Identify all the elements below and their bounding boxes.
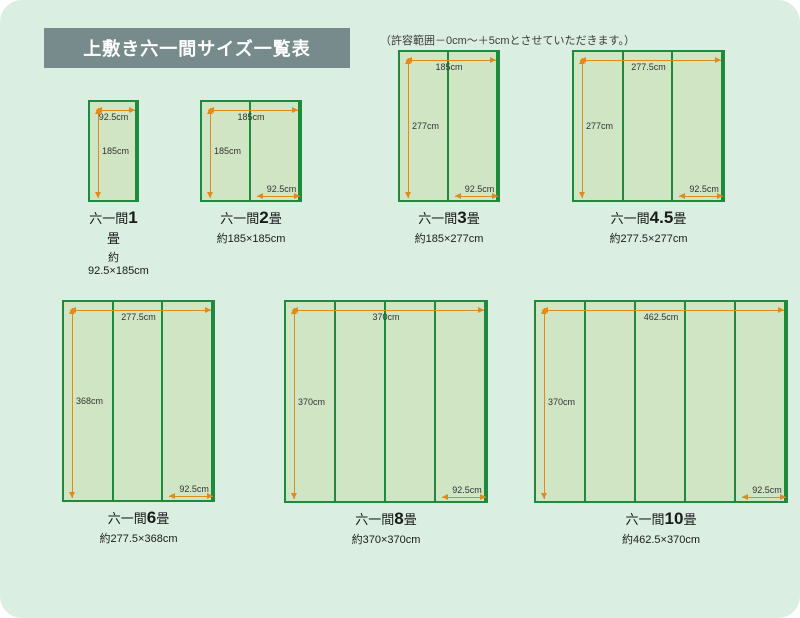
dim-label-height: 277cm	[412, 121, 439, 131]
dim-label-panel: 92.5cm	[179, 484, 209, 494]
mat-panel	[636, 302, 686, 501]
caption-dims: 約185×185cm	[200, 230, 302, 246]
mat-panel	[673, 52, 723, 200]
caption-name: 六一間3畳	[398, 208, 500, 228]
mat-panel	[686, 302, 736, 501]
mat-cell-10jo: 462.5cm 370cm 92.5cm 六一間10畳約462.5×370cm	[534, 300, 788, 547]
dim-label-width: 277.5cm	[631, 62, 666, 72]
mat-box: 277.5cm 368cm 92.5cm	[62, 300, 215, 502]
dim-label-height: 368cm	[76, 396, 103, 406]
mat-caption: 六一間1畳約92.5×185cm	[88, 208, 139, 277]
mat-cell-3jo: 185cm 277cm 92.5cm 六一間3畳約185×277cm	[398, 50, 500, 246]
dim-label-height: 185cm	[102, 146, 129, 156]
mat-caption: 六一間3畳約185×277cm	[398, 208, 500, 246]
dim-label-width: 462.5cm	[644, 312, 679, 322]
mat-panel	[114, 302, 164, 500]
mat-box: 370cm 370cm 92.5cm	[284, 300, 488, 503]
mat-panel	[624, 52, 674, 200]
caption-dims: 約277.5×368cm	[62, 530, 215, 546]
caption-name: 六一間10畳	[534, 509, 788, 529]
mat-panel	[736, 302, 786, 501]
dim-label-width: 185cm	[237, 112, 264, 122]
chart-title-text: 上敷き六一間サイズ一覧表	[83, 35, 310, 61]
mat-box: 462.5cm 370cm 92.5cm	[534, 300, 788, 503]
caption-dims: 約370×370cm	[284, 531, 488, 547]
mat-panel	[436, 302, 486, 501]
dim-label-width: 277.5cm	[121, 312, 156, 322]
dim-label-height: 370cm	[298, 397, 325, 407]
mat-caption: 六一間2畳約185×185cm	[200, 208, 302, 246]
caption-name: 六一間2畳	[200, 208, 302, 228]
mat-panel	[449, 52, 498, 200]
caption-dims: 約462.5×370cm	[534, 531, 788, 547]
mat-caption: 六一間6畳約277.5×368cm	[62, 508, 215, 546]
mat-box: 185cm 185cm 92.5cm	[200, 100, 302, 202]
mat-caption: 六一間10畳約462.5×370cm	[534, 509, 788, 547]
dim-label-width: 92.5cm	[99, 112, 129, 122]
dim-label-panel: 92.5cm	[465, 184, 495, 194]
caption-name: 六一間4.5畳	[572, 208, 725, 228]
dim-label-height: 185cm	[214, 146, 241, 156]
caption-dims: 約277.5×277cm	[572, 230, 725, 246]
caption-name: 六一間6畳	[62, 508, 215, 528]
mat-panel	[336, 302, 386, 501]
size-chart-canvas: 上敷き六一間サイズ一覧表 （許容範囲－0cm～＋5cmとさせていただきます。） …	[0, 0, 800, 618]
mat-cell-1jo: 92.5cm 185cm 六一間1畳約92.5×185cm	[88, 100, 139, 277]
caption-name: 六一間8畳	[284, 509, 488, 529]
dim-label-width: 370cm	[372, 312, 399, 322]
mat-cell-4_5jo: 277.5cm 277cm 92.5cm 六一間4.5畳約277.5×277cm	[572, 50, 725, 246]
mat-cell-2jo: 185cm 185cm 92.5cm 六一間2畳約185×185cm	[200, 100, 302, 246]
caption-name: 六一間1畳	[88, 208, 139, 247]
mat-panel	[586, 302, 636, 501]
dim-label-height: 277cm	[586, 121, 613, 131]
mat-box: 277.5cm 277cm 92.5cm	[572, 50, 725, 202]
mat-cell-8jo: 370cm 370cm 92.5cm 六一間8畳約370×370cm	[284, 300, 488, 547]
caption-dims: 約185×277cm	[398, 230, 500, 246]
mat-panel	[163, 302, 213, 500]
dim-label-panel: 92.5cm	[452, 485, 482, 495]
chart-title: 上敷き六一間サイズ一覧表	[44, 28, 350, 68]
mat-box: 92.5cm 185cm	[88, 100, 139, 202]
dim-label-panel: 92.5cm	[689, 184, 719, 194]
mat-panel	[386, 302, 436, 501]
dim-label-panel: 92.5cm	[752, 485, 782, 495]
mat-caption: 六一間4.5畳約277.5×277cm	[572, 208, 725, 246]
mat-box: 185cm 277cm 92.5cm	[398, 50, 500, 202]
mat-caption: 六一間8畳約370×370cm	[284, 509, 488, 547]
mat-cell-6jo: 277.5cm 368cm 92.5cm 六一間6畳約277.5×368cm	[62, 300, 215, 546]
dim-label-height: 370cm	[548, 397, 575, 407]
dim-label-panel: 92.5cm	[267, 184, 297, 194]
caption-dims: 約92.5×185cm	[88, 249, 139, 277]
tolerance-note: （許容範囲－0cm～＋5cmとさせていただきます。）	[380, 32, 635, 48]
dim-label-width: 185cm	[435, 62, 462, 72]
